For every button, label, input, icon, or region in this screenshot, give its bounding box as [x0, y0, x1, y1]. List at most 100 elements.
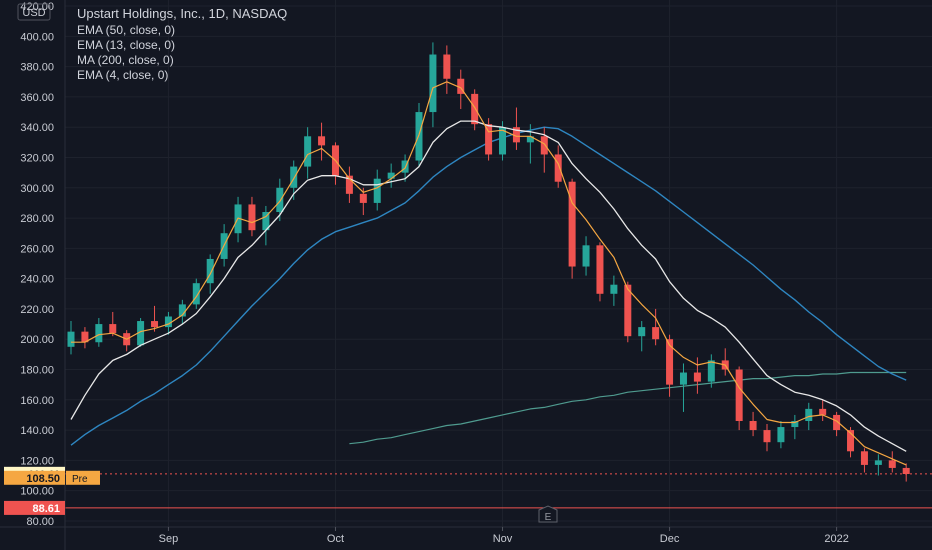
candle: [471, 89, 479, 131]
y-tick-label: 400.00: [20, 31, 54, 43]
y-tick-label: 320.00: [20, 152, 54, 164]
candle: [373, 169, 381, 211]
candle-body: [359, 193, 367, 203]
candle-body: [610, 284, 618, 294]
legend-ema4[interactable]: EMA (4, close, 0): [77, 68, 168, 82]
candle: [109, 311, 117, 337]
candle-body: [401, 160, 409, 173]
ma200-line: [349, 371, 907, 445]
candle-body: [833, 414, 841, 431]
candle-body: [582, 245, 590, 267]
candle-body: [485, 124, 493, 155]
candle-body: [847, 430, 855, 452]
currency-label: USD: [22, 7, 45, 19]
candle-body: [67, 331, 75, 347]
candle: [902, 463, 910, 482]
ema4-series: [71, 81, 907, 466]
candle: [554, 145, 562, 188]
candle: [137, 318, 145, 347]
candle-body: [499, 127, 507, 155]
candle-body: [248, 204, 256, 231]
candle-body: [624, 284, 632, 337]
candle: [248, 196, 256, 237]
price-label-bg: [4, 500, 65, 515]
candle-body: [178, 304, 186, 317]
candle: [164, 311, 172, 335]
price-label-value: 108.50: [26, 473, 60, 485]
candle: [318, 122, 326, 161]
candle: [192, 278, 200, 309]
candle-body: [137, 321, 145, 346]
candle: [791, 414, 799, 440]
candle: [345, 166, 353, 203]
candle: [819, 399, 827, 421]
earnings-event-marker[interactable]: E: [538, 505, 558, 523]
price-label-value: 88.61: [32, 503, 60, 515]
x-tick-label: Oct: [327, 533, 344, 545]
candle: [610, 275, 618, 306]
candle-body: [345, 175, 353, 194]
candle-body: [429, 54, 437, 113]
earnings-event-label: E: [545, 512, 552, 523]
candle: [874, 454, 882, 476]
candle: [596, 242, 604, 302]
candle-body: [638, 327, 646, 337]
y-tick-label: 180.00: [20, 365, 54, 377]
legend-ema50[interactable]: EMA (50, close, 0): [77, 23, 175, 37]
candle-body: [763, 430, 771, 443]
candle-body: [777, 427, 785, 443]
y-tick-label: 200.00: [20, 334, 54, 346]
candle-body: [540, 136, 548, 155]
candle: [262, 205, 270, 246]
price-label: 88.61: [4, 500, 65, 515]
candle-body: [860, 451, 868, 465]
candle: [67, 321, 75, 355]
candle-body: [693, 372, 701, 382]
candle-body: [596, 245, 604, 294]
candle-body: [373, 178, 381, 203]
y-tick-label: 120.00: [20, 455, 54, 467]
candle: [638, 321, 646, 352]
y-tick-label: 100.00: [20, 486, 54, 498]
candle-body: [262, 212, 270, 231]
candle-body: [791, 420, 799, 428]
y-tick-label: 360.00: [20, 92, 54, 104]
candle: [582, 236, 590, 276]
candle: [387, 163, 395, 188]
currency-badge[interactable]: USD: [17, 3, 51, 21]
candle-body: [276, 187, 284, 213]
legend: Upstart Holdings, Inc., 1D, NASDAQ EMA (…: [77, 6, 287, 82]
ema13-line: [70, 120, 907, 452]
legend-ma200[interactable]: MA (200, close, 0): [77, 53, 174, 67]
candle: [443, 45, 451, 94]
candle: [568, 178, 576, 279]
price-label: 108.50 Pre: [4, 470, 100, 485]
price-tag-label: Pre: [72, 474, 88, 485]
candle: [777, 420, 785, 449]
candle: [693, 357, 701, 394]
candle-body: [749, 420, 757, 431]
y-tick-label: 160.00: [20, 395, 54, 407]
candle: [707, 354, 715, 388]
candle-body: [568, 181, 576, 267]
x-tick-label: 2022: [824, 533, 848, 545]
candle: [304, 127, 312, 179]
y-tick-label: 80.00: [26, 516, 54, 528]
candle-body: [164, 316, 172, 328]
candle: [763, 424, 771, 452]
x-tick-label: Dec: [660, 533, 680, 545]
price-lines: [65, 473, 932, 509]
candle-body: [902, 467, 910, 474]
y-tick-label: 380.00: [20, 62, 54, 74]
candle-body: [652, 327, 660, 340]
candle: [735, 366, 743, 431]
candle-body: [95, 324, 103, 343]
legend-ema13[interactable]: EMA (13, close, 0): [77, 38, 175, 52]
candle-body: [679, 372, 687, 385]
candle-body: [512, 127, 520, 143]
candle: [847, 427, 855, 458]
candle-body: [304, 136, 312, 167]
